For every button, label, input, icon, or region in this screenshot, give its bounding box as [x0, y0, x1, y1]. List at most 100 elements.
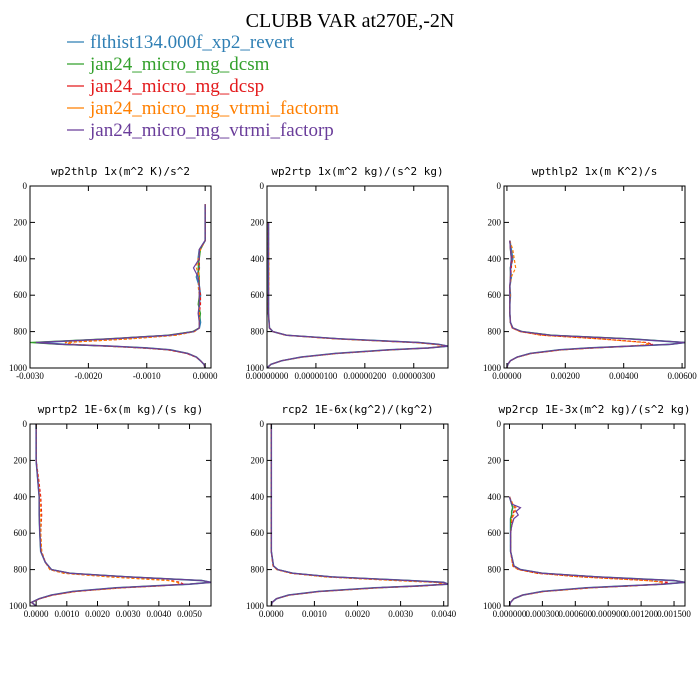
y-tick-label: 0 — [260, 419, 265, 429]
panel-title: rcp2 1E-6x(kg^2)/(kg^2) — [281, 403, 433, 416]
legend: flthist134.000f_xp2_revertjan24_micro_mg… — [67, 32, 339, 141]
series-line-3 — [508, 496, 669, 606]
y-tick-label: 400 — [251, 492, 265, 502]
y-tick-label: 1000 — [483, 363, 502, 373]
x-tick-label: 0.001500 — [657, 609, 691, 619]
series-group — [30, 424, 211, 606]
x-tick-label: -0.0020 — [75, 371, 103, 381]
y-tick-label: 200 — [488, 455, 502, 465]
series-line-4 — [270, 424, 446, 606]
panel-3: wpthlp2 1x(m K^2)/s020040060080010000.00… — [483, 165, 697, 381]
series-line-5 — [30, 424, 211, 606]
series-line-1 — [35, 204, 206, 368]
series-line-5 — [508, 496, 685, 606]
legend-label: jan24_micro_mg_vtrmi_factorp — [89, 120, 334, 141]
legend-item: jan24_micro_mg_vtrmi_factorp — [67, 120, 334, 141]
series-line-5 — [270, 424, 448, 606]
y-tick-label: 0 — [23, 419, 28, 429]
x-tick-label: 0.0030 — [388, 609, 413, 619]
y-tick-label: 400 — [14, 492, 28, 502]
y-tick-label: 1000 — [9, 363, 28, 373]
plot-frame — [29, 423, 212, 607]
x-tick-label: 0.0010 — [302, 609, 327, 619]
figure-title: CLUBB VAR at270E,-2N — [246, 10, 455, 32]
y-tick-label: 200 — [488, 217, 502, 227]
x-tick-label: 0.0050 — [177, 609, 202, 619]
y-tick-label: 400 — [14, 254, 28, 264]
plot-frame — [503, 185, 686, 369]
y-tick-label: 600 — [251, 290, 265, 300]
y-tick-label: 800 — [14, 327, 28, 337]
x-tick-label: 0.000600 — [558, 609, 592, 619]
y-tick-label: 1000 — [483, 601, 502, 611]
y-tick-label: 600 — [14, 290, 28, 300]
y-tick-label: 800 — [251, 565, 265, 575]
x-tick-label: 0.000300 — [526, 609, 560, 619]
x-tick-label: 0.00400 — [609, 371, 639, 381]
y-tick-label: 600 — [251, 528, 265, 538]
x-tick-label: 0.0030 — [116, 609, 141, 619]
x-tick-label: 0.0040 — [431, 609, 456, 619]
x-tick-label: 0.0020 — [85, 609, 110, 619]
series-group — [508, 496, 685, 606]
x-tick-label: 0.00000000 — [246, 371, 289, 381]
x-tick-label: 0.00000 — [492, 371, 522, 381]
y-tick-label: 600 — [14, 528, 28, 538]
y-tick-label: 0 — [23, 181, 28, 191]
y-tick-label: 200 — [14, 455, 28, 465]
panel-title: wp2rtp 1x(m^2 kg)/(s^2 kg) — [271, 165, 443, 178]
panel-4: wprtp2 1E-6x(m kg)/(s kg) 0 200 400 600 800 10… — [9, 403, 212, 619]
series-line-2 — [508, 496, 685, 606]
y-tick-label: 1000 — [246, 601, 265, 611]
y-tick-label: 800 — [251, 327, 265, 337]
y-tick-label: 200 — [14, 217, 28, 227]
x-tick-label: 0.0000 — [193, 371, 218, 381]
x-tick-label: 0.00200 — [551, 371, 581, 381]
series-line-2 — [506, 240, 685, 368]
panel-5: rcp2 1E-6x(kg^2)/(kg^2) 0 200 400 600 800 1000… — [246, 403, 457, 619]
x-tick-label: -0.0030 — [16, 371, 44, 381]
y-tick-label: 200 — [251, 217, 265, 227]
series-line-4 — [508, 496, 665, 606]
x-tick-label: 0.000000 — [493, 609, 527, 619]
y-tick-label: 800 — [14, 565, 28, 575]
plot-frame — [29, 185, 212, 369]
y-tick-label: 0 — [497, 181, 502, 191]
legend-item: jan24_micro_mg_vtrmi_factorm — [67, 98, 339, 119]
legend-item: jan24_micro_mg_dcsm — [67, 54, 270, 75]
x-tick-label: 0.00000100 — [295, 371, 338, 381]
series-line-5 — [35, 204, 206, 368]
series-line-2 — [30, 424, 211, 606]
series-group — [270, 424, 448, 606]
y-tick-label: 600 — [488, 290, 502, 300]
series-line-1 — [30, 424, 211, 606]
panel-title: wprtp2 1E-6x(m kg)/(s kg) — [38, 403, 204, 416]
legend-label: jan24_micro_mg_dcsm — [89, 54, 270, 75]
y-tick-label: 0 — [497, 419, 502, 429]
panel-6: wp2rcp 1E-3x(m^2 kg)/(s^2 kg) 0 200 400 600 8… — [483, 403, 691, 619]
series-line-2 — [267, 222, 448, 368]
panels: wp2thlp 1x(m^2 K)/s^202004006008001000-0… — [9, 165, 697, 619]
y-tick-label: 800 — [488, 565, 502, 575]
series-line-5 — [267, 222, 448, 368]
series-line-4 — [64, 204, 206, 368]
x-tick-label: 0.00600 — [667, 371, 697, 381]
series-group — [30, 204, 206, 368]
x-tick-label: 0.001200 — [624, 609, 658, 619]
x-tick-label: 0.0040 — [146, 609, 171, 619]
plot-frame — [503, 423, 686, 607]
y-tick-label: 400 — [488, 254, 502, 264]
legend-label: flthist134.000f_xp2_revert — [90, 32, 295, 53]
series-line-4 — [267, 222, 446, 368]
x-tick-label: 0.000900 — [591, 609, 625, 619]
series-group — [267, 222, 448, 368]
y-tick-label: 800 — [488, 327, 502, 337]
y-tick-label: 1000 — [9, 601, 28, 611]
x-tick-label: 0.0000 — [259, 609, 284, 619]
x-tick-label: 0.0000 — [24, 609, 49, 619]
x-tick-label: -0.0010 — [133, 371, 161, 381]
panel-title: wpthlp2 1x(m K^2)/s — [532, 165, 658, 178]
panel-title: wp2rcp 1E-3x(m^2 kg)/(s^2 kg) — [498, 403, 690, 416]
series-line-3 — [267, 222, 446, 368]
legend-item: flthist134.000f_xp2_revert — [67, 32, 295, 53]
